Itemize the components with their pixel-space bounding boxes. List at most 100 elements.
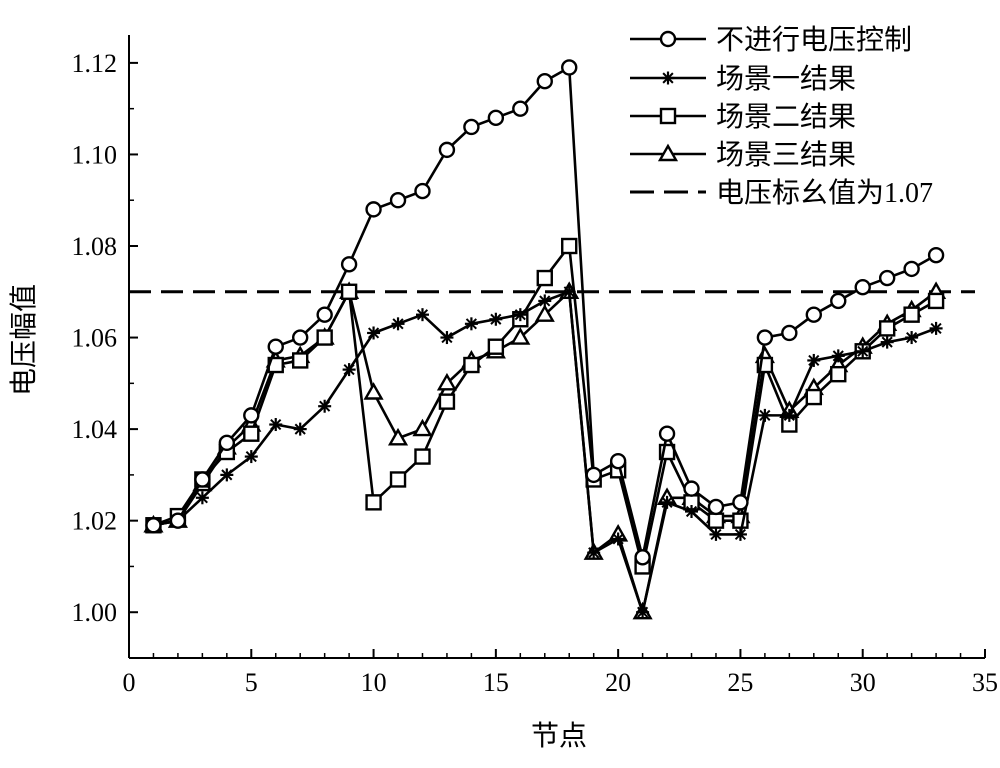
star-stroke xyxy=(662,72,674,84)
data-point xyxy=(194,471,211,488)
star-stroke xyxy=(539,295,551,307)
data-point xyxy=(487,338,505,355)
legend-entry-4: 场景三结果 xyxy=(630,139,856,171)
data-point xyxy=(318,399,332,413)
data-point xyxy=(243,407,260,424)
series-3 xyxy=(145,237,945,575)
star-stroke xyxy=(661,496,673,508)
data-point xyxy=(536,72,553,90)
data-point xyxy=(169,512,187,529)
data-point xyxy=(758,408,772,422)
data-point xyxy=(510,327,531,345)
data-point xyxy=(831,349,845,363)
data-point xyxy=(658,425,676,442)
star-stroke xyxy=(416,309,429,321)
data-point xyxy=(414,182,431,200)
star-stroke xyxy=(783,409,795,421)
data-point xyxy=(707,498,725,516)
x-tick-label: 0 xyxy=(123,668,136,697)
data-point xyxy=(513,308,527,322)
legend-label: 场景一结果 xyxy=(716,63,856,95)
data-point xyxy=(463,356,480,374)
star-stroke xyxy=(270,418,282,431)
y-axis-title: 电压幅值 xyxy=(8,284,40,396)
star-stroke xyxy=(514,309,526,321)
data-point xyxy=(412,418,433,437)
data-point xyxy=(854,279,871,296)
y-tick-label: 1.10 xyxy=(72,140,118,169)
data-point xyxy=(561,237,578,255)
legend-label: 场景三结果 xyxy=(716,139,856,171)
data-point xyxy=(807,353,821,367)
legend-entry-1: 不进行电压控制 xyxy=(630,24,912,56)
data-point xyxy=(929,321,943,335)
data-point xyxy=(781,324,798,342)
data-point xyxy=(316,329,333,346)
data-point xyxy=(634,549,651,566)
axes xyxy=(128,35,985,659)
legend-marker xyxy=(659,107,677,125)
data-point xyxy=(538,294,552,308)
data-point xyxy=(365,201,382,218)
star-stroke xyxy=(392,318,404,330)
data-point xyxy=(512,100,529,117)
data-point xyxy=(878,320,896,337)
data-point xyxy=(707,512,725,529)
series-line xyxy=(153,290,937,614)
data-point xyxy=(733,527,747,541)
data-point xyxy=(440,331,454,345)
x-tick-label: 10 xyxy=(361,668,387,697)
data-point xyxy=(756,329,774,346)
y-tick-label: 1.04 xyxy=(72,415,118,444)
star-stroke xyxy=(930,322,942,334)
data-point xyxy=(145,517,162,534)
star-stroke xyxy=(294,423,306,435)
data-point xyxy=(293,422,307,436)
star-stroke xyxy=(857,345,869,357)
tick-marks: 0 5 10 15 20 25 30 35 1.00 1.02 1.04 1.06 1.08 1.10 1.… xyxy=(72,49,999,697)
data-point xyxy=(878,269,896,287)
data-point xyxy=(218,434,236,452)
star-stroke xyxy=(441,331,453,344)
y-tick-label: 1.02 xyxy=(72,507,118,536)
star-stroke xyxy=(759,409,771,421)
data-point xyxy=(415,308,429,322)
star-stroke xyxy=(343,364,355,376)
data-point xyxy=(683,480,700,497)
data-point xyxy=(562,285,576,299)
series-4 xyxy=(143,281,947,620)
data-point xyxy=(244,450,258,464)
data-point xyxy=(805,388,822,406)
data-point xyxy=(585,466,602,484)
data-point xyxy=(438,393,456,410)
star-stroke xyxy=(906,331,918,344)
data-point xyxy=(292,329,309,346)
data-point xyxy=(414,448,431,465)
data-point xyxy=(367,326,381,340)
data-point xyxy=(365,494,382,511)
legend-label: 场景二结果 xyxy=(716,101,856,133)
x-tick-label: 15 xyxy=(483,668,509,697)
legend-entry-reference: 电压标幺值为1.07 xyxy=(630,177,933,209)
legend-marker xyxy=(659,30,677,48)
data-point xyxy=(685,505,699,519)
data-point xyxy=(927,292,945,310)
series-2 xyxy=(146,285,943,619)
data-point xyxy=(267,338,284,355)
x-axis-title: 节点 xyxy=(531,720,587,752)
data-point xyxy=(903,260,920,278)
star-stroke xyxy=(245,450,257,463)
y-tick-label: 1.08 xyxy=(72,232,118,261)
data-point xyxy=(220,468,234,482)
data-point xyxy=(905,331,919,345)
data-point xyxy=(340,256,358,273)
series-1 xyxy=(145,59,945,566)
data-point xyxy=(292,352,309,369)
data-point xyxy=(387,427,409,446)
data-point xyxy=(269,418,283,432)
data-point xyxy=(660,495,674,509)
data-point xyxy=(389,192,407,209)
legend-marker xyxy=(657,143,679,162)
data-point xyxy=(927,246,945,264)
series-line xyxy=(153,244,937,568)
